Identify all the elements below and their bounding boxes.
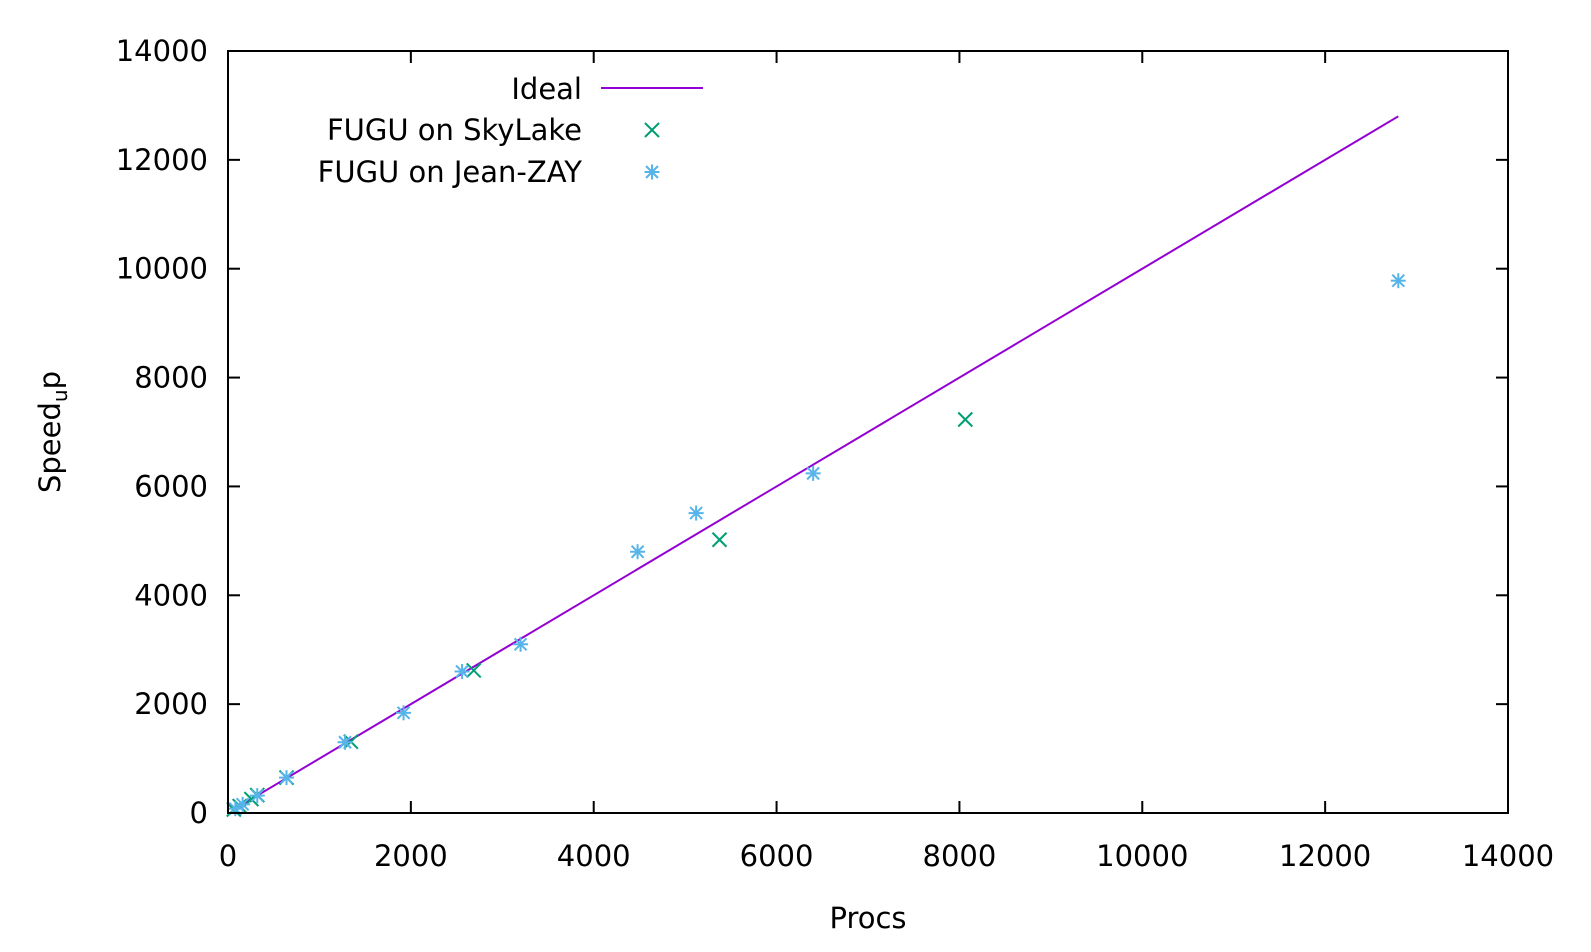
y-tick-label-5: 10000 [116,252,208,286]
y-tick-label-3: 6000 [134,469,208,503]
point-fugu-on-skylake-6 [466,662,482,679]
point-fugu-on-jean-zay-9 [688,505,704,521]
point-fugu-on-jean-zay-4 [337,734,353,750]
x-tick-label-1: 2000 [374,839,448,873]
point-fugu-on-jean-zay-7 [513,636,529,652]
x-axis-label: Procs [829,901,906,935]
point-fugu-on-jean-zay-8 [630,544,646,560]
x-tick-label-5: 10000 [1096,839,1188,873]
tick-labels-layer: 0 2000 4000 6000 8000 10000 12000 14000 0 2000 400… [116,34,1554,873]
legend-sample-fugu-on-skylake [644,122,660,138]
y-tick-label-4: 8000 [134,361,208,395]
legend-label-fugu-on-skylake: FUGU on SkyLake [327,113,582,147]
point-fugu-on-jean-zay-1 [235,796,251,812]
legend-sample-fugu-on-jean-zay [644,164,660,180]
x-tick-label-3: 6000 [740,839,814,873]
point-fugu-on-jean-zay-2 [249,788,265,804]
plot-frame [227,50,1509,814]
legend: Ideal FUGU on SkyLake FUGU on Jean-ZAY [318,72,703,189]
x-tick-label-4: 8000 [923,839,997,873]
y-tick-label-6: 12000 [116,143,208,177]
point-fugu-on-skylake-7 [711,532,728,548]
point-fugu-on-jean-zay-5 [396,705,412,721]
legend-label-ideal: Ideal [511,72,582,106]
point-fugu-on-jean-zay-11 [1390,273,1406,289]
point-fugu-on-jean-zay-6 [454,663,470,679]
y-axis-label-main: Speed [33,402,67,493]
y-axis-label-tail: p [33,371,67,389]
y-tick-label-7: 14000 [116,34,208,68]
y-tick-label-0: 0 [190,796,208,830]
x-tick-label-2: 4000 [557,839,631,873]
y-tick-label-1: 2000 [134,687,208,721]
y-axis-label-subscript: u [48,389,72,402]
point-fugu-on-skylake-8 [957,411,973,428]
point-fugu-on-jean-zay-3 [279,770,295,786]
legend-label-fugu-on-jean-zay: FUGU on Jean-ZAY [318,155,583,189]
point-fugu-on-jean-zay-10 [805,465,821,481]
x-tick-label-0: 0 [219,839,237,873]
series-line-ideal [233,115,1399,811]
y-tick-label-2: 4000 [134,578,208,612]
x-tick-label-6: 12000 [1279,839,1371,873]
x-tick-label-7: 14000 [1462,839,1554,873]
y-axis-label: Speedup [33,371,72,493]
series-layer [226,115,1406,818]
